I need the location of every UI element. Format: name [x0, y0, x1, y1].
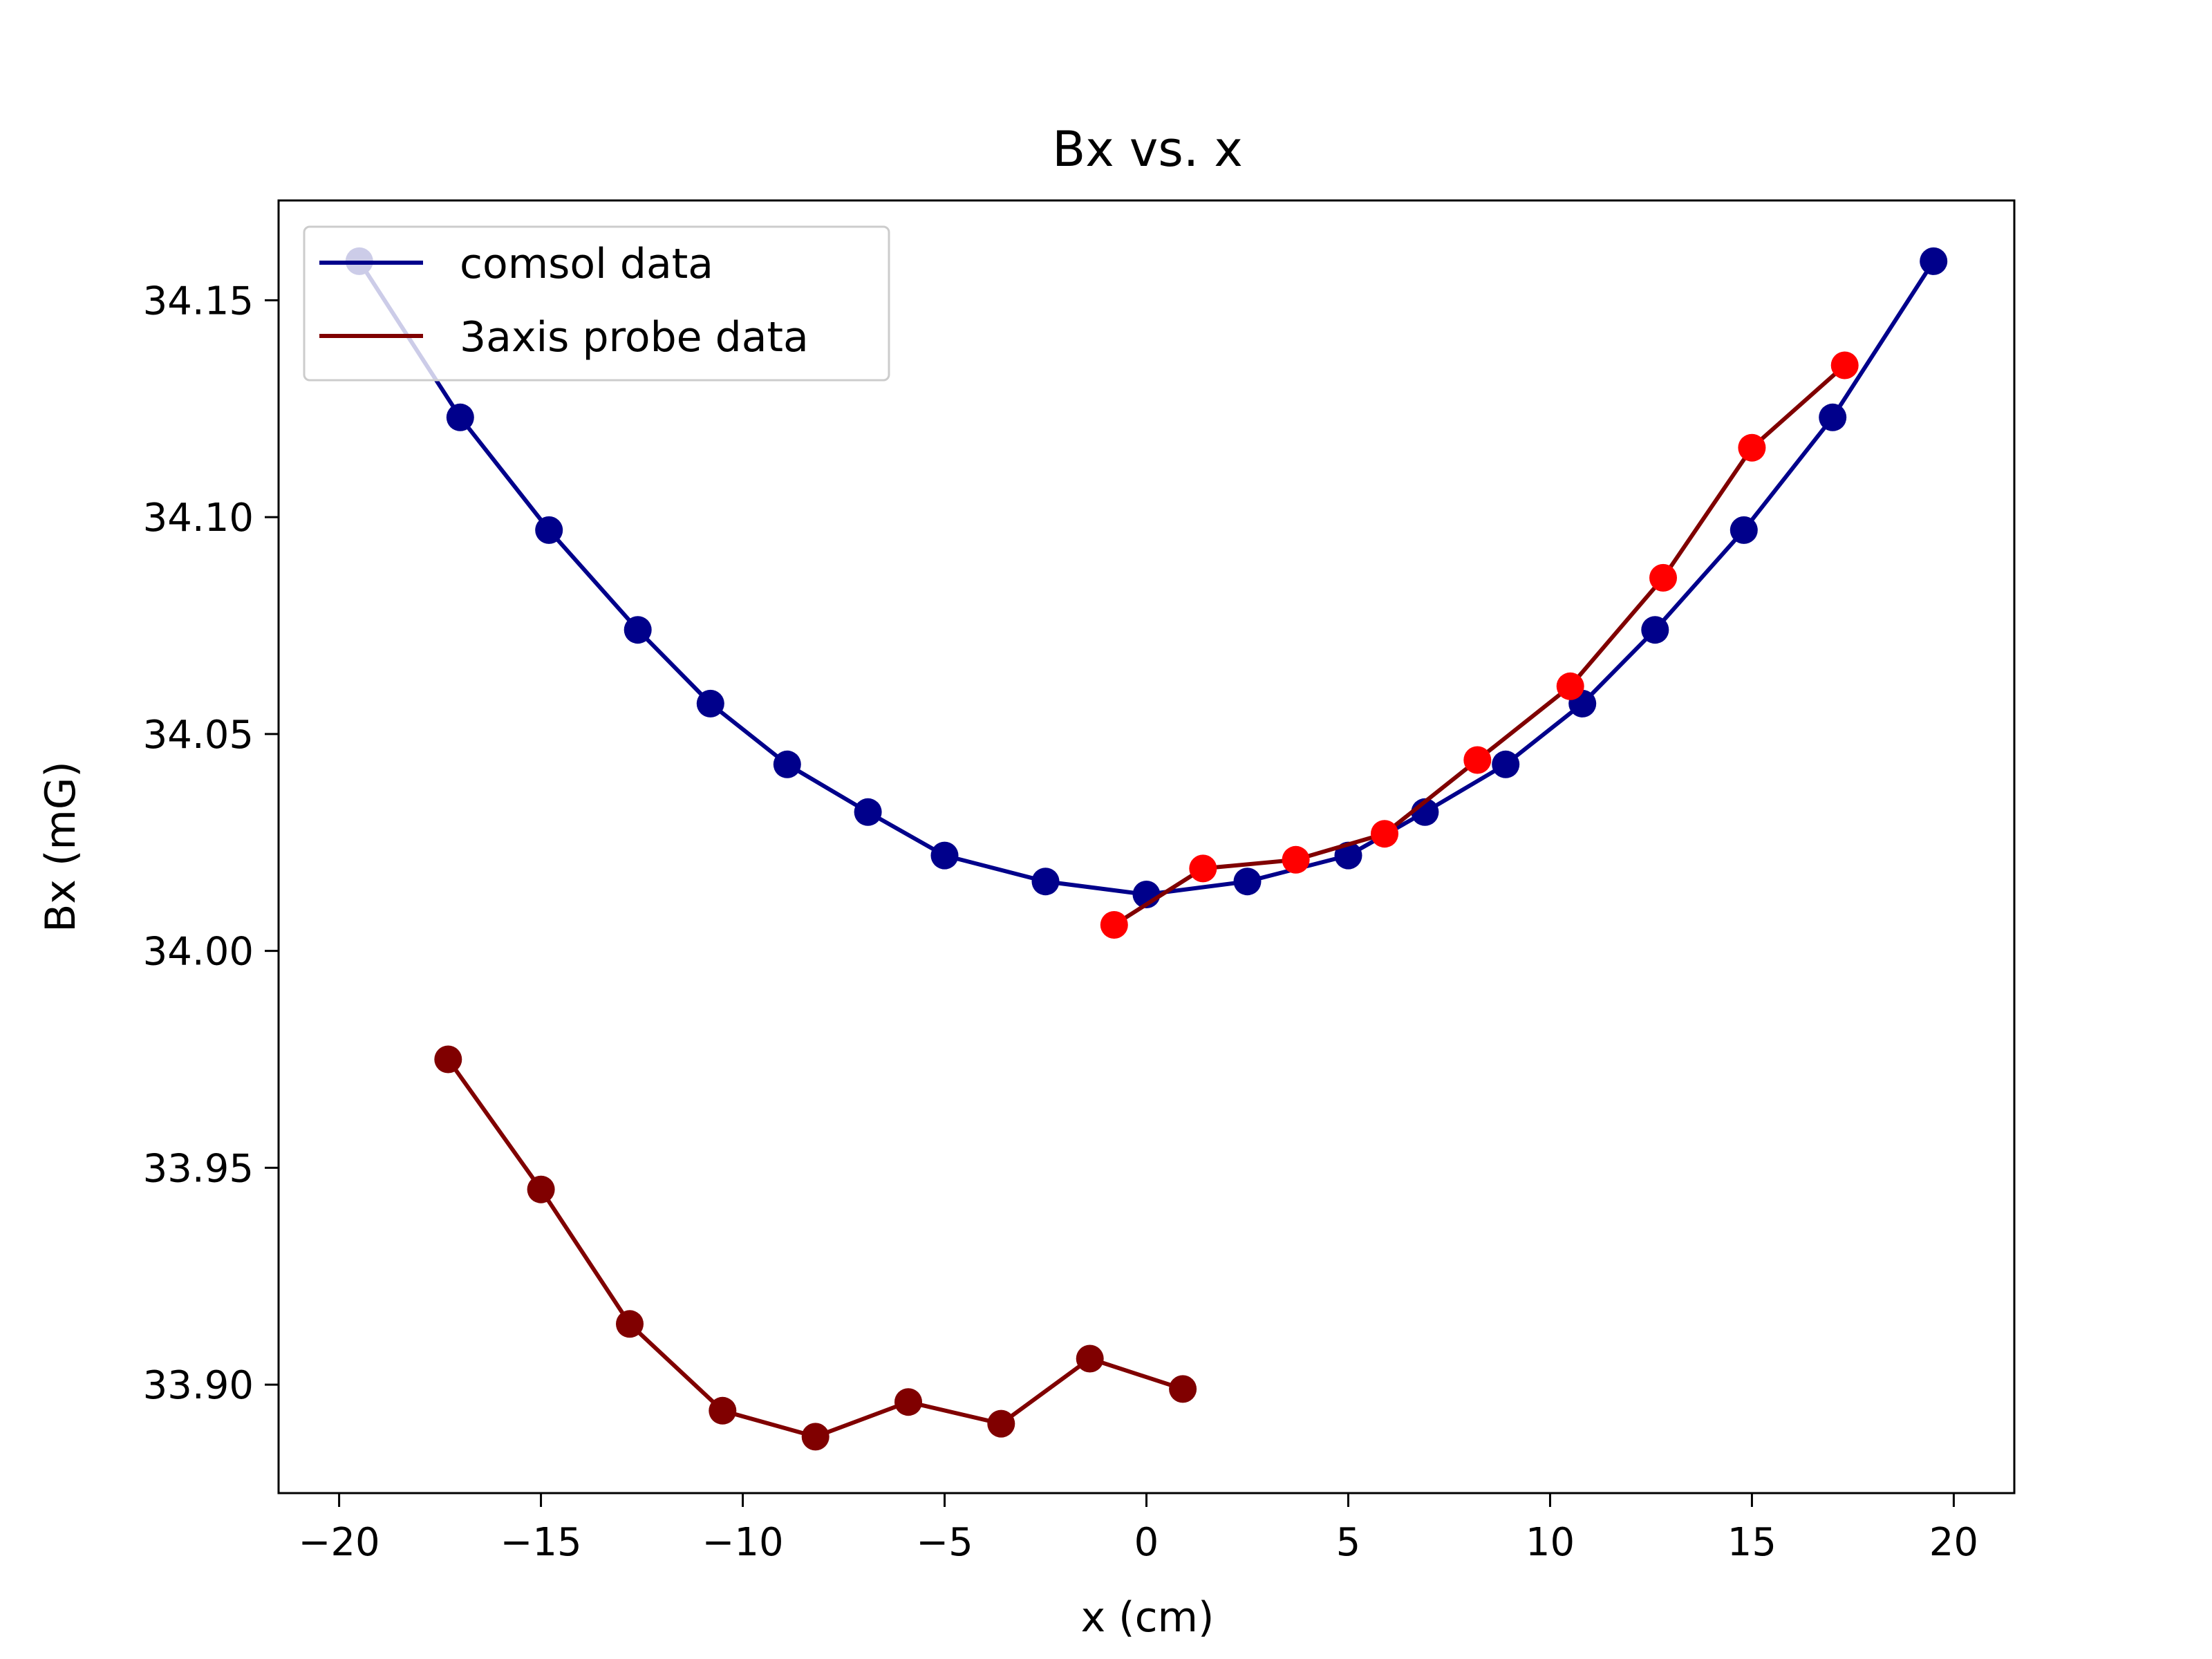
data-point: [1556, 672, 1584, 700]
y-tick-label: 34.00: [143, 930, 254, 975]
x-tick-label: 15: [1727, 1520, 1777, 1565]
x-tick-label: 0: [1134, 1520, 1159, 1565]
y-tick-label: 34.15: [143, 279, 254, 324]
data-point: [1233, 868, 1262, 896]
legend-box: [303, 225, 890, 382]
data-point: [616, 1310, 644, 1338]
data-point: [709, 1396, 737, 1425]
data-point: [1076, 1344, 1104, 1373]
y-tick-label: 34.10: [143, 496, 254, 541]
data-point: [1189, 854, 1217, 883]
x-tick-label: −15: [500, 1520, 581, 1565]
data-point: [527, 1175, 555, 1203]
data-point: [894, 1388, 922, 1416]
y-tick-label: 33.95: [143, 1146, 254, 1191]
x-tick-label: 20: [1929, 1520, 1978, 1565]
y-axis-ticks: 33.90 33.95 34.00 34.05 34.10 34.15: [143, 279, 279, 1408]
data-point: [1463, 746, 1492, 774]
x-tick-label: −5: [916, 1520, 973, 1565]
x-axis-ticks: −20 −15 −10 −5 0 5 10 15 20: [298, 1493, 1978, 1565]
data-point: [446, 403, 474, 431]
data-point: [1492, 750, 1520, 778]
data-point: [696, 689, 724, 718]
data-point: [1641, 616, 1669, 644]
data-point: [1649, 563, 1677, 592]
legend: comsol data 3axis probe data: [303, 225, 890, 382]
data-point: [434, 1045, 462, 1074]
data-point: [1819, 403, 1847, 431]
legend-label-comsol: comsol data: [460, 240, 713, 288]
data-point: [624, 616, 652, 644]
chart-title: Bx vs. x: [1052, 121, 1243, 178]
series-2: [434, 1045, 1197, 1451]
data-point: [773, 750, 801, 778]
data-point: [1169, 1375, 1197, 1403]
data-point: [1282, 845, 1310, 874]
data-point: [801, 1423, 830, 1451]
data-point: [930, 841, 959, 870]
data-point: [1920, 247, 1948, 275]
x-tick-label: −10: [702, 1520, 783, 1565]
data-point: [1738, 433, 1766, 462]
x-tick-label: 10: [1526, 1520, 1575, 1565]
x-axis-label: x (cm): [1081, 1593, 1215, 1642]
y-tick-label: 34.05: [143, 713, 254, 758]
x-tick-label: 5: [1336, 1520, 1361, 1565]
axes-frame: [277, 199, 2016, 1494]
data-point: [1100, 911, 1128, 939]
x-tick-label: −20: [298, 1520, 379, 1565]
data-point: [1830, 351, 1859, 379]
y-axis-label: Bx (mG): [37, 761, 85, 932]
data-point: [1371, 820, 1398, 848]
data-point: [535, 516, 563, 544]
legend-label-3axis-probe: 3axis probe data: [460, 313, 809, 362]
data-point: [854, 798, 882, 826]
data-point: [987, 1409, 1015, 1438]
data-point: [1730, 516, 1758, 544]
series-1: [1100, 351, 1859, 939]
y-tick-label: 33.90: [143, 1363, 254, 1408]
data-point: [1031, 868, 1060, 896]
